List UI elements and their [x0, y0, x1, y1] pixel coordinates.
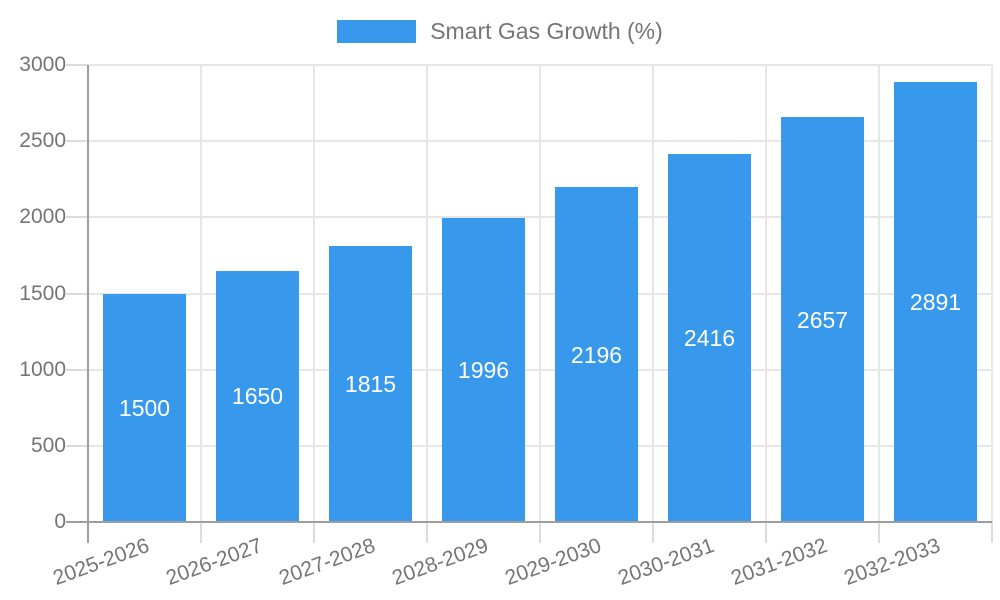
bar[interactable] [442, 217, 525, 522]
bar-value-label: 1650 [231, 383, 284, 410]
legend-label: Smart Gas Growth (%) [430, 18, 663, 44]
gridline-v [765, 65, 767, 522]
x-axis-tick-label: 2030-2031 [615, 534, 718, 590]
bar[interactable] [781, 117, 864, 522]
bar-value-label: 2891 [909, 288, 962, 315]
bar-value-label: 1815 [344, 370, 397, 397]
y-axis-tick-label: 1000 [19, 357, 66, 381]
bar[interactable] [555, 187, 638, 522]
gridline-v [878, 65, 880, 522]
y-axis-tick-label: 1500 [19, 281, 66, 305]
x-axis-tick [765, 522, 767, 543]
x-axis-tick [652, 522, 654, 543]
gridline-v [652, 65, 654, 522]
bar[interactable] [103, 293, 186, 522]
x-axis-tick [878, 522, 880, 543]
y-axis-tick-label: 500 [30, 433, 66, 457]
y-axis-tick [66, 368, 88, 371]
y-axis-tick [66, 292, 88, 295]
x-axis-tick-label: 2032-2033 [841, 534, 944, 590]
legend-swatch [337, 20, 417, 43]
y-axis-tick-label: 0 [54, 510, 66, 533]
bar-value-label: 2416 [683, 324, 736, 351]
bar[interactable] [216, 270, 299, 522]
x-axis-tick [313, 522, 315, 543]
gridline-v [200, 65, 202, 522]
gridline-v [991, 65, 993, 522]
x-axis-tick [426, 522, 428, 543]
legend[interactable]: Smart Gas Growth (%) [0, 18, 1000, 45]
y-axis-tick [66, 64, 88, 66]
x-axis-tick [200, 522, 202, 543]
bar-value-label: 1996 [457, 356, 510, 383]
x-axis-tick [991, 522, 993, 543]
bar-value-label: 2657 [796, 306, 849, 333]
bar-value-label: 1500 [118, 394, 171, 421]
y-axis-tick [66, 216, 88, 219]
x-axis-tick-label: 2027-2028 [276, 534, 379, 590]
bar-value-label: 2196 [570, 341, 623, 368]
y-axis-tick [66, 140, 88, 143]
x-axis-tick-label: 2025-2026 [50, 534, 153, 590]
gridline-v [426, 65, 428, 522]
y-axis-tick-label: 2500 [19, 129, 66, 153]
y-axis-tick-label: 3000 [19, 53, 66, 76]
bar[interactable] [329, 245, 412, 522]
bar[interactable] [668, 153, 751, 522]
gridline-v [539, 65, 541, 522]
x-axis-tick [539, 522, 541, 543]
y-axis-tick [66, 444, 88, 447]
y-axis-line [87, 65, 89, 543]
x-axis-line [66, 521, 992, 523]
gridline-v [313, 65, 315, 522]
bar[interactable] [894, 81, 977, 522]
x-axis-tick-label: 2029-2030 [502, 534, 605, 590]
x-axis-tick-label: 2031-2032 [728, 534, 831, 590]
x-axis-tick-label: 2028-2029 [389, 534, 492, 590]
x-axis-tick-label: 2026-2027 [163, 534, 266, 590]
y-axis-tick-label: 2000 [19, 205, 66, 229]
